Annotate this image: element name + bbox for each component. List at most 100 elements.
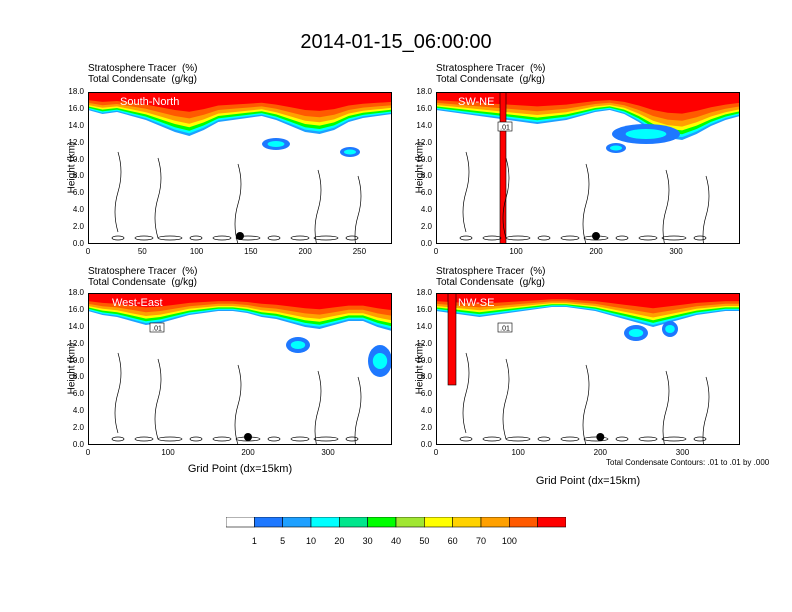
- x-tick-label: 0: [433, 247, 439, 256]
- y-tick-label: 6.0: [420, 389, 432, 399]
- low-contour-7: [638, 436, 658, 442]
- condensate-contour-3: [662, 169, 670, 244]
- panel-1-condensate-label: Total Condensate: [88, 74, 166, 85]
- colorbar-swatch: [424, 517, 453, 528]
- colorbar-swatch: [480, 517, 510, 528]
- low-contour-6: [267, 436, 281, 442]
- low-contour-6: [615, 235, 629, 241]
- colorbar-swatch: [282, 517, 312, 528]
- contour-label: .01: [500, 326, 510, 333]
- low-contour-9: [345, 436, 359, 442]
- y-tick-label: 14.0: [68, 120, 84, 130]
- panel-4-frame: [436, 293, 740, 445]
- condensate-contour-1: [502, 358, 510, 440]
- x-tick-label: 250: [352, 247, 367, 256]
- low-contour-2: [505, 235, 531, 241]
- y-tick-label: 0.0: [420, 440, 432, 449]
- low-contour-4: [560, 436, 580, 442]
- contour-label-frame: [497, 322, 513, 333]
- x-tick-label: 100: [511, 448, 525, 457]
- x-tick-label: 0: [85, 448, 91, 457]
- low-contour-0: [111, 235, 125, 241]
- colorbar-swatch: [395, 517, 425, 528]
- y-tick-label: 4.0: [420, 406, 432, 416]
- panel-1-field: [88, 92, 392, 157]
- contour-label-box: .01: [149, 322, 165, 333]
- y-tick-label: 2.0: [72, 222, 84, 232]
- low-contour-2: [157, 235, 183, 241]
- contour-label-box: .01: [497, 121, 513, 132]
- tracer-spike: [447, 293, 457, 386]
- condensate-contour-4: [354, 376, 362, 445]
- x-tick-label: 0: [85, 247, 91, 256]
- panel-1-frame: [88, 92, 392, 244]
- tracer-blob-core-1: [344, 149, 356, 155]
- station-marker: [244, 433, 252, 441]
- panel-3-condensate-unit: (g/kg): [171, 277, 197, 288]
- colorbar-swatch: [339, 517, 368, 528]
- y-tick-label: 2.0: [420, 423, 432, 433]
- tracer-blob-core-0: [267, 141, 285, 147]
- panel-3-x-axis-label: Grid Point (dx=15km): [187, 463, 293, 475]
- panel-2-condensate-label: Total Condensate: [436, 74, 514, 85]
- y-tick-label: 4.0: [72, 205, 84, 215]
- condensate-contour-1: [154, 157, 162, 239]
- panel-3-tracer-unit: (%): [181, 266, 198, 277]
- tracer-blob-core-1: [665, 325, 675, 333]
- panel-1-condensate-unit: (g/kg): [171, 74, 197, 85]
- low-contour-1: [482, 235, 502, 241]
- x-tick-label: 300: [675, 448, 690, 457]
- low-contour-0: [111, 436, 125, 442]
- tracer-band-0: [88, 92, 392, 112]
- low-contour-9: [693, 235, 707, 241]
- y-tick-label: 14.0: [68, 321, 84, 331]
- x-tick-label: 300: [669, 247, 683, 256]
- colorbar-label: 5: [280, 536, 285, 546]
- y-tick-label: 2.0: [72, 423, 84, 433]
- y-tick-label: 4.0: [420, 205, 432, 215]
- condensate-contour-0: [462, 352, 470, 434]
- panel-1-region-label: South-North: [120, 96, 180, 108]
- low-contour-1: [482, 436, 502, 442]
- panel-4-condensate-unit: (g/kg): [519, 277, 545, 288]
- y-tick-label: 0.0: [72, 239, 84, 248]
- low-contour-3: [189, 235, 203, 241]
- low-contour-8: [661, 436, 687, 442]
- station-marker: [596, 433, 605, 441]
- low-contour-3: [189, 436, 203, 442]
- tracer-blob-core-1: [372, 353, 388, 369]
- colorbar-label: 100: [502, 536, 517, 546]
- y-tick-label: 16.0: [416, 304, 432, 314]
- y-tick-label: 0.0: [72, 440, 84, 449]
- panel-1-title: Stratosphere Tracer (%) Total Condensate…: [88, 63, 198, 85]
- colorbar-swatch: [509, 517, 538, 528]
- y-tick-label: 12.0: [68, 137, 84, 147]
- colorbar-swatch: [254, 517, 283, 528]
- x-tick-label: 100: [189, 247, 204, 256]
- panel-3-plot: .01: [88, 293, 392, 445]
- colorbar-swatch: [367, 517, 397, 528]
- x-tick-label: 100: [509, 247, 523, 256]
- condensate-contour-3: [314, 370, 322, 445]
- colorbar-swatch: [226, 517, 255, 528]
- condensate-contour-4: [702, 376, 710, 445]
- low-contour-4: [560, 235, 580, 241]
- panel-2-region-label: SW-NE: [458, 96, 495, 108]
- contour-note: Total Condensate Contours: .01 to .01 by…: [606, 458, 770, 467]
- low-contour-7: [290, 235, 310, 241]
- contour-label: .01: [152, 326, 162, 333]
- panel-4-title: Stratosphere Tracer (%) Total Condensate…: [436, 266, 546, 288]
- colorbar-label: 60: [448, 536, 458, 546]
- low-contour-6: [267, 235, 281, 241]
- x-tick-label: 200: [298, 247, 312, 256]
- low-contour-3: [537, 235, 551, 241]
- y-tick-label: 18.0: [416, 288, 432, 297]
- x-tick-label: 200: [589, 247, 603, 256]
- y-tick-label: 18.0: [416, 87, 432, 96]
- colorbar-swatch: [310, 517, 340, 528]
- tracer-blob-core-0: [290, 341, 306, 349]
- low-contour-2: [157, 436, 183, 442]
- panel-2-frame: [436, 92, 740, 244]
- contour-label-box: .01: [497, 322, 513, 333]
- panel-3-region-label: West-East: [112, 297, 163, 309]
